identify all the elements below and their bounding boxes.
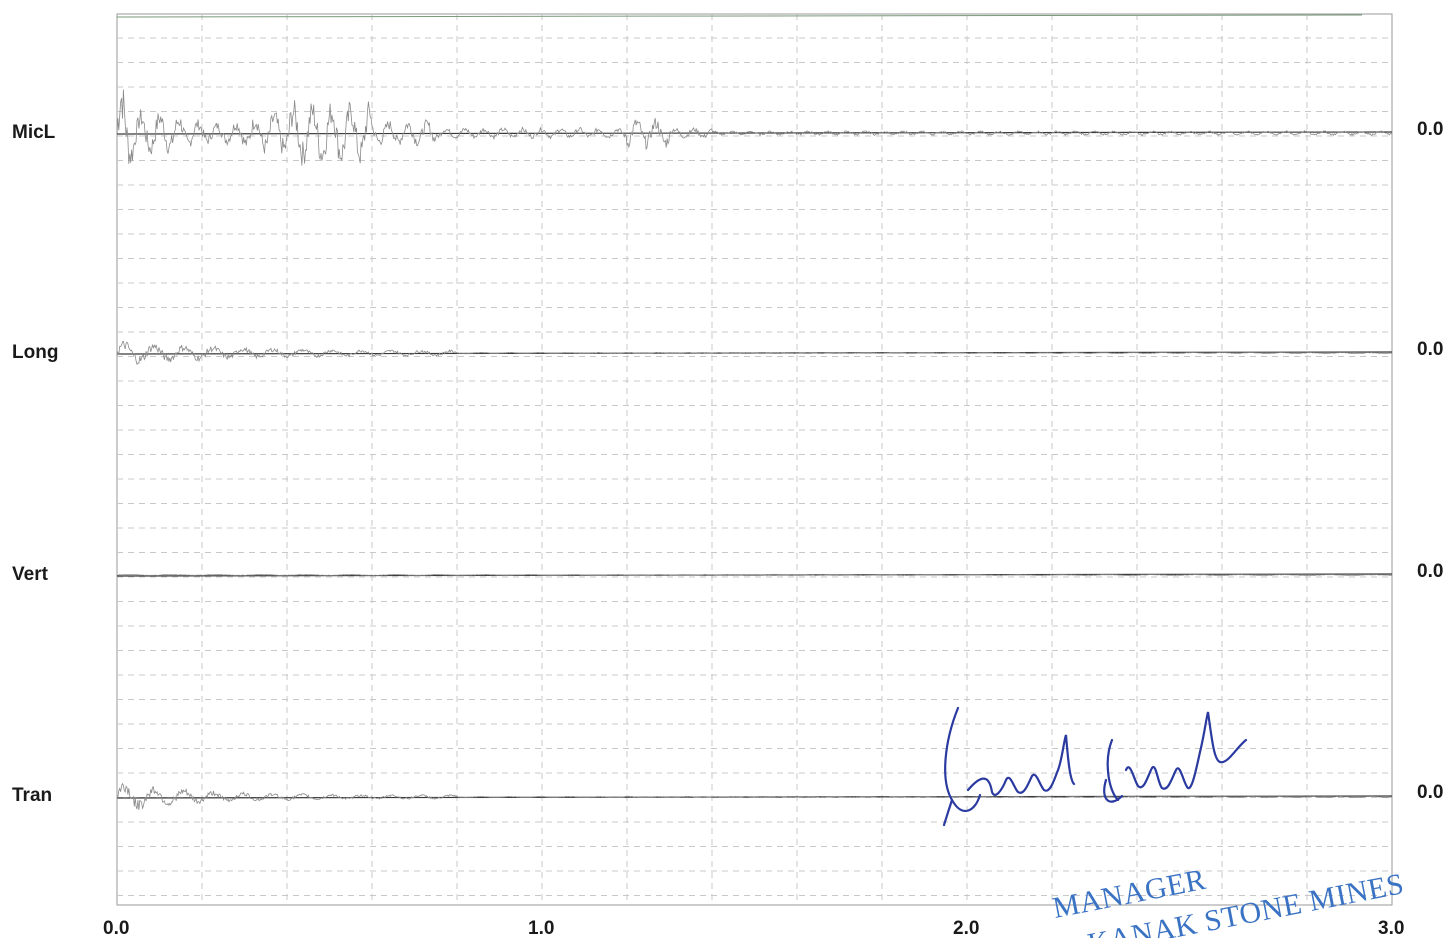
channel-label-long: Long bbox=[12, 342, 58, 363]
channel-scale-micl: 0.0 bbox=[1417, 119, 1443, 140]
manager-stamp: MANAGER KANAK STONE MINES bbox=[1050, 863, 1407, 938]
channel-label-tran: Tran bbox=[12, 785, 52, 806]
signature bbox=[942, 706, 1248, 827]
trace-micl bbox=[116, 89, 1393, 166]
waveform-traces bbox=[116, 89, 1393, 810]
trace-vert bbox=[117, 573, 1393, 577]
channel-scale-vert: 0.0 bbox=[1417, 561, 1443, 582]
x-tick-label: 0.0 bbox=[103, 918, 129, 938]
x-tick-label: 3.0 bbox=[1378, 918, 1404, 938]
channel-scale-tran: 0.0 bbox=[1417, 782, 1443, 803]
trace-tran bbox=[116, 782, 1393, 810]
x-tick-label: 2.0 bbox=[953, 918, 979, 938]
x-tick-label: 1.0 bbox=[528, 918, 554, 938]
channel-label-micl: MicL bbox=[12, 122, 56, 143]
trace-long bbox=[116, 340, 1392, 366]
top-boundary bbox=[116, 14, 1363, 18]
plot-frame bbox=[116, 13, 1393, 906]
grid bbox=[116, 13, 1393, 906]
channel-label-vert: Vert bbox=[12, 564, 49, 585]
baseline-micl bbox=[116, 131, 1393, 135]
labels: MicL 0.0 Long 0.0 Vert 0.0 Tran 0.0 0.0 1.0 2.0 3.0 bbox=[12, 119, 1443, 938]
channel-scale-long: 0.0 bbox=[1417, 339, 1443, 360]
